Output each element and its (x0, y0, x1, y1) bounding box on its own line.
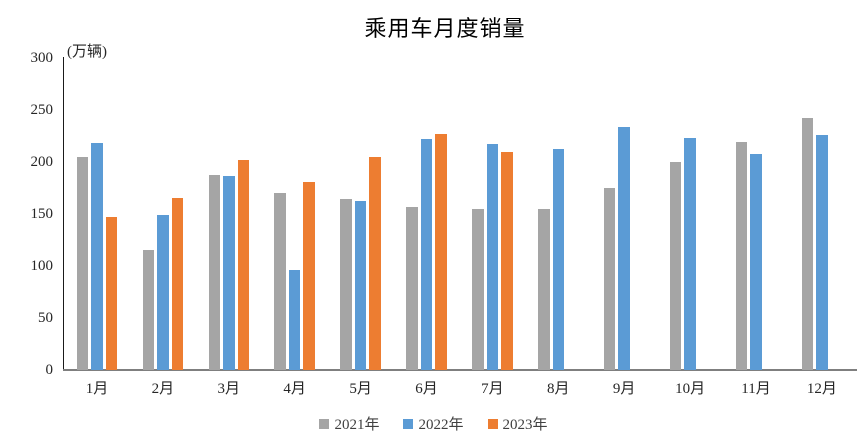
bar-2022年-10月 (684, 137, 696, 370)
legend: 2021年 2022年 2023年 (0, 413, 867, 434)
x-tick-label: 1月 (85, 381, 109, 397)
bar-2023年-5月 (369, 156, 381, 370)
bar-2023年-3月 (237, 160, 250, 370)
x-tick-label: 3月 (217, 381, 241, 397)
bar-2022年-6月 (420, 138, 433, 370)
legend-item-2022年: 2022年 (403, 413, 464, 434)
x-tick-label: 2月 (151, 381, 175, 397)
x-tick-label: 8月 (547, 381, 570, 397)
legend-swatch-icon (403, 418, 414, 429)
bar-2021年-9月 (603, 187, 616, 370)
bar-2022年-4月 (288, 269, 301, 370)
y-tick-label: 100 (30, 258, 54, 274)
bar-2022年-2月 (157, 215, 169, 370)
y-axis-unit-label: (万辆) (67, 44, 107, 60)
bar-2021年-5月 (340, 198, 352, 370)
y-tick-label: 200 (30, 154, 54, 170)
y-axis-labels: 0 50 100 150 200 250 300 (0, 0, 56, 443)
legend-swatch-icon (487, 418, 498, 429)
bar-2022年-8月 (552, 149, 565, 370)
x-tick-label: 4月 (283, 381, 306, 397)
bar-2023年-6月 (435, 134, 447, 370)
bar-2021年-12月 (801, 118, 814, 370)
bar-2021年-2月 (142, 249, 155, 370)
bar-2022年-9月 (618, 127, 630, 370)
x-tick-label: 12月 (806, 381, 837, 397)
bar-2023年-7月 (501, 151, 513, 370)
x-tick-label: 11月 (741, 381, 771, 397)
chart-title: 乘用车月度销量 (364, 16, 526, 41)
y-tick-label: 0 (45, 362, 54, 378)
y-tick-label: 50 (38, 310, 53, 326)
bar-2023年-4月 (303, 181, 315, 370)
bar-2021年-11月 (735, 142, 748, 370)
bar-2022年-3月 (223, 176, 235, 370)
x-axis-line (63, 369, 857, 371)
y-tick-label: 250 (30, 102, 54, 118)
bar-2023年-1月 (105, 217, 118, 370)
legend-label: 2023年 (502, 417, 548, 433)
bar-2022年-12月 (816, 134, 828, 370)
y-tick-label: 150 (30, 206, 54, 222)
bar-2022年-1月 (91, 142, 103, 370)
bar-2021年-7月 (472, 208, 484, 370)
bar-2021年-4月 (274, 192, 286, 370)
legend-swatch-icon (319, 418, 330, 429)
x-tick-label: 9月 (612, 381, 636, 397)
x-tick-label: 5月 (349, 381, 372, 397)
bar-2023年-2月 (171, 198, 184, 370)
y-axis-line (63, 57, 64, 370)
x-tick-label: 6月 (415, 381, 438, 397)
x-tick-label: 10月 (675, 381, 706, 397)
x-tick-label: 7月 (481, 381, 504, 397)
bar-2022年-11月 (750, 154, 762, 370)
bar-2021年-3月 (208, 175, 221, 370)
bar-2022年-5月 (354, 201, 367, 370)
bar-2021年-6月 (406, 206, 418, 370)
legend-label: 2021年 (334, 417, 380, 433)
legend-label: 2022年 (418, 417, 464, 433)
bar-2021年-8月 (538, 208, 550, 370)
bar-2022年-7月 (486, 143, 499, 370)
bar-2021年-10月 (669, 161, 682, 370)
legend-item-2021年: 2021年 (319, 413, 379, 434)
y-tick-label: 300 (30, 50, 54, 66)
bar-2021年-1月 (76, 157, 89, 370)
legend-item-2023年: 2023年 (487, 413, 548, 434)
